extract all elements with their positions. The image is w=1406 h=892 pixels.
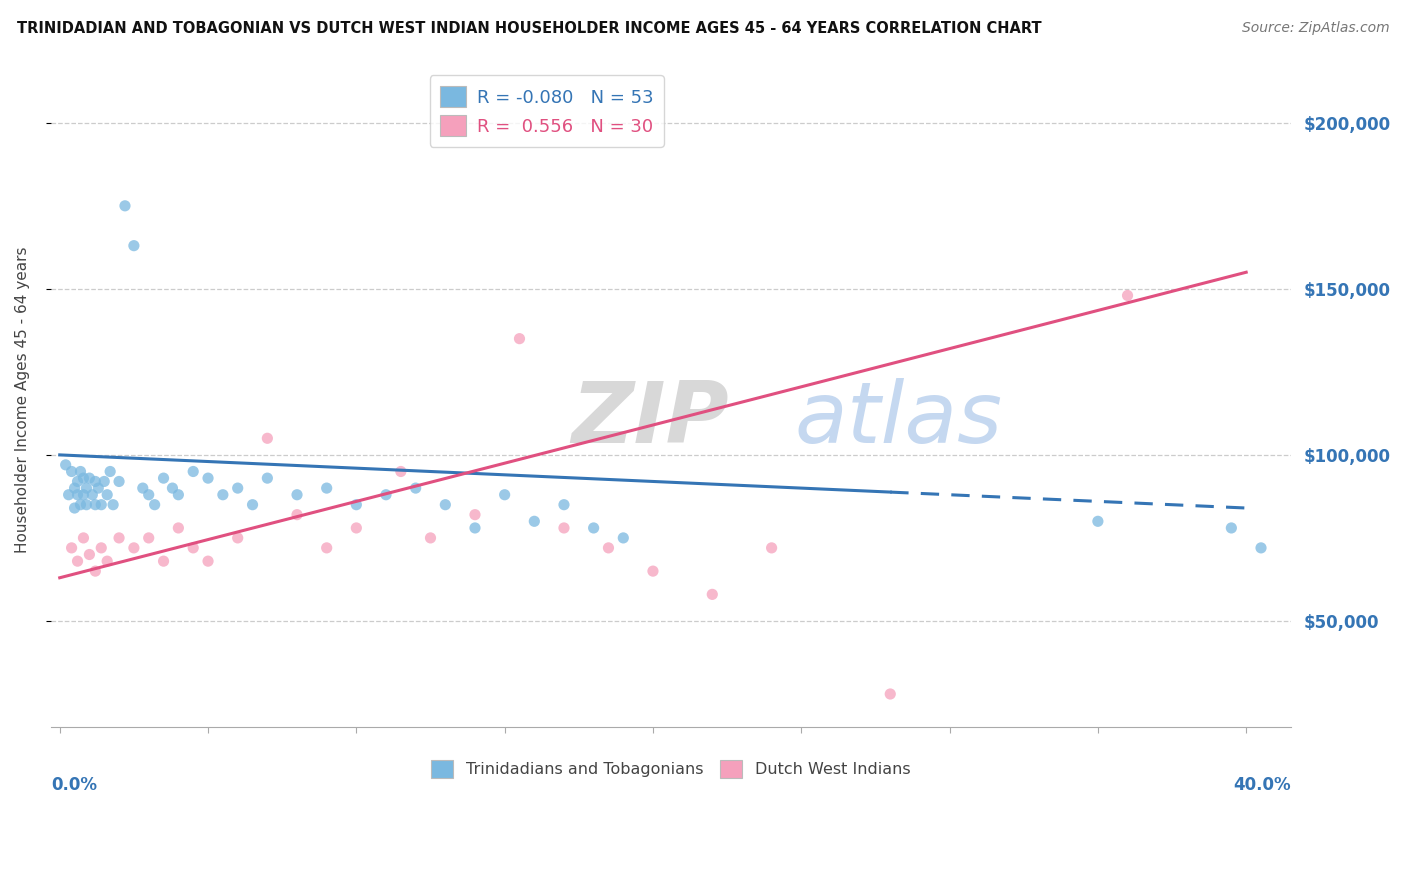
Point	[93, 475, 115, 489]
Text: ZIP: ZIP	[572, 378, 730, 461]
Point	[256, 431, 278, 445]
Point	[197, 471, 219, 485]
Point	[63, 481, 86, 495]
Point	[582, 521, 605, 535]
Text: 0.0%: 0.0%	[51, 776, 97, 794]
Point	[55, 458, 77, 472]
Text: TRINIDADIAN AND TOBAGONIAN VS DUTCH WEST INDIAN HOUSEHOLDER INCOME AGES 45 - 64 : TRINIDADIAN AND TOBAGONIAN VS DUTCH WEST…	[17, 21, 1042, 37]
Point	[138, 531, 160, 545]
Point	[60, 465, 83, 479]
Point	[879, 687, 901, 701]
Point	[122, 541, 145, 555]
Point	[181, 541, 204, 555]
Point	[138, 488, 160, 502]
Point	[181, 465, 204, 479]
Point	[419, 531, 441, 545]
Point	[114, 199, 136, 213]
Point	[152, 554, 174, 568]
Point	[90, 498, 112, 512]
Point	[79, 548, 101, 562]
Point	[389, 465, 412, 479]
Point	[75, 498, 97, 512]
Point	[167, 521, 190, 535]
Point	[1250, 541, 1272, 555]
Point	[242, 498, 264, 512]
Point	[98, 465, 121, 479]
Point	[75, 481, 97, 495]
Point	[72, 531, 94, 545]
Point	[69, 498, 91, 512]
Point	[434, 498, 457, 512]
Point	[226, 481, 249, 495]
Point	[702, 587, 724, 601]
Point	[641, 564, 664, 578]
Point	[132, 481, 155, 495]
Point	[315, 541, 337, 555]
Point	[256, 471, 278, 485]
Point	[523, 514, 546, 528]
Point	[553, 498, 575, 512]
Point	[1087, 514, 1109, 528]
Point	[212, 488, 235, 502]
Point	[1220, 521, 1243, 535]
Text: atlas: atlas	[794, 378, 1002, 461]
Point	[494, 488, 516, 502]
Point	[63, 501, 86, 516]
Point	[66, 488, 89, 502]
Point	[761, 541, 783, 555]
Text: 40.0%: 40.0%	[1233, 776, 1291, 794]
Point	[72, 471, 94, 485]
Point	[464, 508, 486, 522]
Point	[82, 488, 104, 502]
Point	[66, 554, 89, 568]
Point	[508, 332, 530, 346]
Point	[197, 554, 219, 568]
Point	[598, 541, 620, 555]
Point	[69, 465, 91, 479]
Point	[108, 531, 131, 545]
Point	[90, 541, 112, 555]
Point	[58, 488, 80, 502]
Point	[285, 508, 308, 522]
Legend: Trinidadians and Tobagonians, Dutch West Indians: Trinidadians and Tobagonians, Dutch West…	[425, 754, 917, 785]
Point	[79, 471, 101, 485]
Point	[60, 541, 83, 555]
Point	[96, 554, 118, 568]
Point	[226, 531, 249, 545]
Point	[375, 488, 398, 502]
Point	[612, 531, 634, 545]
Point	[553, 521, 575, 535]
Point	[344, 498, 367, 512]
Point	[143, 498, 166, 512]
Text: Source: ZipAtlas.com: Source: ZipAtlas.com	[1241, 21, 1389, 36]
Point	[167, 488, 190, 502]
Point	[72, 488, 94, 502]
Point	[96, 488, 118, 502]
Point	[108, 475, 131, 489]
Point	[66, 475, 89, 489]
Point	[101, 498, 124, 512]
Point	[285, 488, 308, 502]
Y-axis label: Householder Income Ages 45 - 64 years: Householder Income Ages 45 - 64 years	[15, 247, 30, 553]
Point	[464, 521, 486, 535]
Point	[84, 564, 107, 578]
Point	[84, 475, 107, 489]
Point	[162, 481, 184, 495]
Point	[315, 481, 337, 495]
Point	[122, 238, 145, 252]
Point	[344, 521, 367, 535]
Point	[405, 481, 427, 495]
Point	[1116, 288, 1139, 302]
Point	[152, 471, 174, 485]
Point	[87, 481, 110, 495]
Point	[84, 498, 107, 512]
